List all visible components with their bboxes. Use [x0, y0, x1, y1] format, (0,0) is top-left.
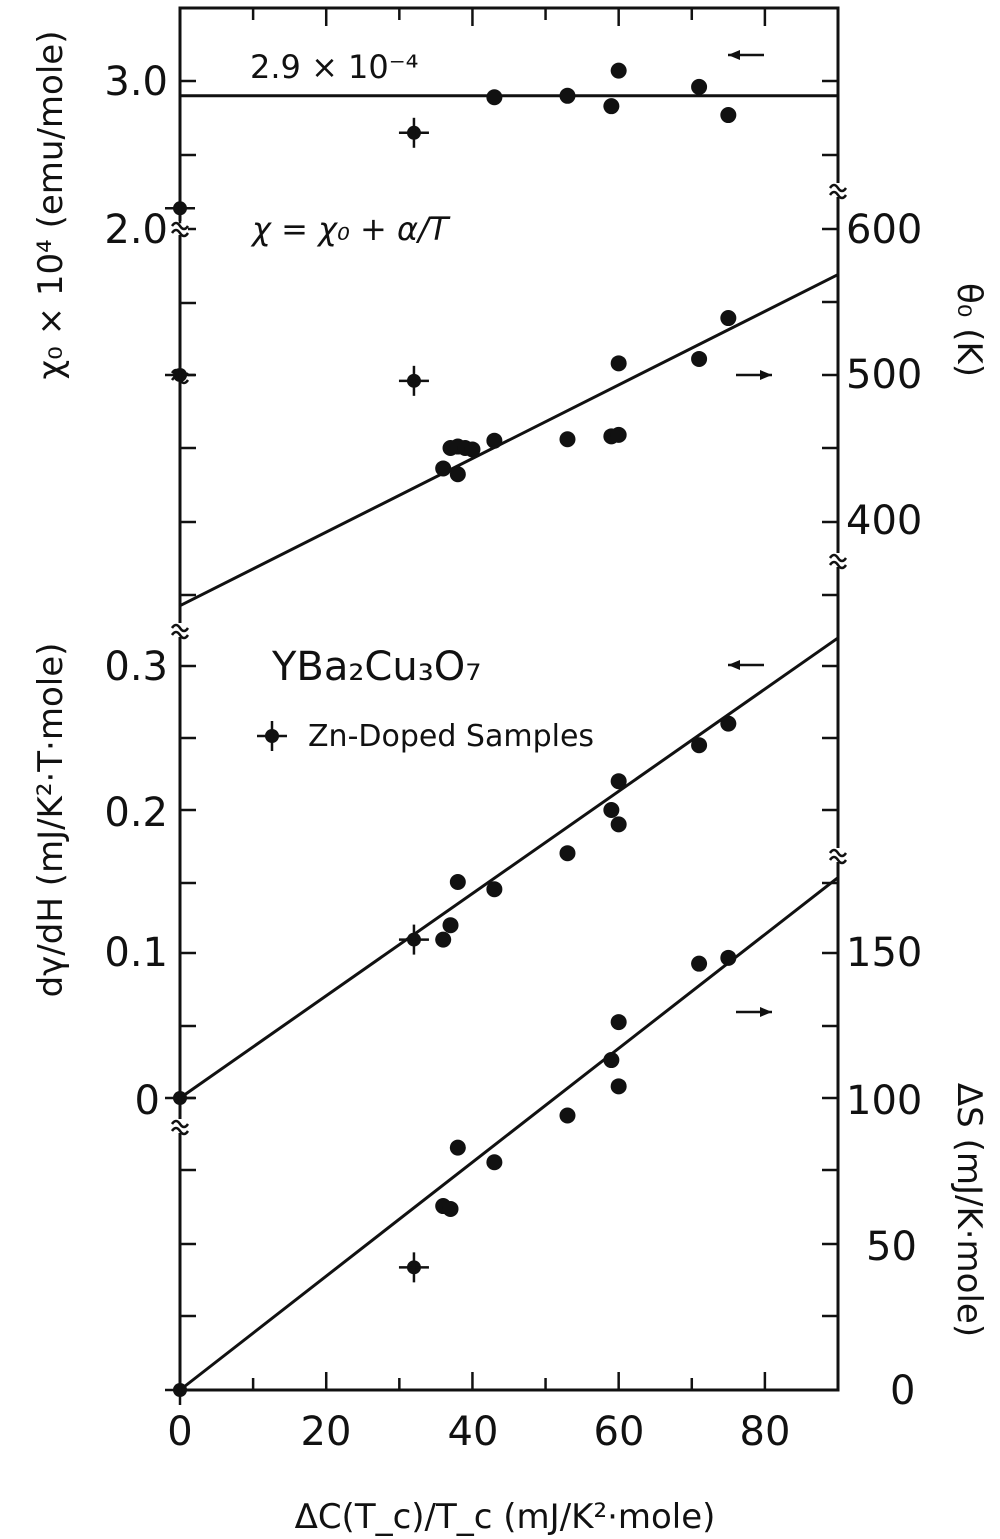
point-deltaS [691, 955, 708, 972]
theta-tick-label: 500 [846, 352, 922, 398]
point-chi0 [610, 62, 627, 79]
x-tick-labels: 0 20 40 60 80 [167, 1409, 790, 1455]
legend-zn-marker [257, 721, 287, 751]
tick-marks [178, 8, 840, 1390]
point-deltaS [486, 1154, 503, 1171]
point-dgamma [691, 737, 708, 754]
point-deltaS [720, 949, 737, 966]
point-theta [559, 431, 576, 448]
zn-point-dgamma [398, 924, 429, 955]
point-dgamma [720, 715, 737, 732]
point-theta [464, 441, 481, 458]
point-theta [691, 350, 708, 367]
zn-point-deltaS [398, 1252, 429, 1283]
arrows [728, 50, 772, 1017]
data-points [165, 62, 737, 1405]
zn-point-chi0 [165, 193, 195, 224]
point-chi0 [720, 107, 737, 124]
point-deltaS [610, 1014, 627, 1031]
axis-break [828, 183, 848, 200]
zn-point-deltaS [165, 1375, 195, 1405]
compound-label: YBa₂Cu₃O₇ [271, 644, 481, 690]
x-tick-label: 0 [167, 1409, 192, 1455]
deltaS-tick-label: 0 [890, 1368, 915, 1414]
x-axis-title: ΔC(T_c)/T_c (mJ/K²·mole) [295, 1497, 716, 1537]
zn-point-dgamma [165, 1083, 195, 1113]
point-dgamma [610, 773, 627, 790]
axis-break [170, 221, 190, 238]
arrow-theta [736, 370, 772, 380]
x-tick-label: 60 [594, 1409, 645, 1455]
dgamma-tick-label: 0.2 [104, 790, 168, 836]
fit-line-theta [179, 273, 839, 608]
point-chi0 [559, 87, 576, 104]
point-theta [449, 466, 466, 483]
dgamma-axis-title: dγ/dH (mJ/K²·T·mole) [31, 643, 71, 998]
equation-label: χ = χ₀ + α/T [250, 210, 451, 248]
point-dgamma [603, 802, 620, 818]
x-tick-label: 80 [740, 1409, 791, 1455]
deltaS-tick-label: 150 [846, 930, 922, 976]
deltaS-tick-label: 100 [846, 1078, 922, 1124]
x-tick-label: 40 [448, 1409, 499, 1455]
theta-tick-label: 400 [846, 498, 922, 544]
left-tick-labels: 3.0 2.0 0.3 0.2 0.1 0 [104, 59, 168, 1124]
point-dgamma [559, 845, 576, 862]
arrow-dgamma [728, 660, 764, 670]
point-deltaS [449, 1139, 466, 1156]
point-deltaS [603, 1052, 620, 1069]
point-theta [435, 460, 452, 477]
zn-point-theta [398, 365, 429, 396]
point-dgamma [449, 874, 466, 890]
theta-axis-title: θ₀ (K) [949, 283, 989, 377]
deltaS-tick-label: 50 [866, 1224, 917, 1270]
point-theta [720, 310, 737, 327]
point-deltaS [442, 1200, 459, 1217]
point-chi0 [486, 89, 503, 106]
arrow-chi0 [728, 50, 764, 60]
dgamma-tick-label: 0.3 [104, 644, 168, 690]
axis-break [170, 1119, 190, 1136]
point-deltaS [559, 1107, 576, 1124]
theta-tick-label: 600 [846, 207, 922, 253]
legend-label: Zn-Doped Samples [308, 719, 594, 754]
axis-break [828, 553, 848, 570]
zn-point-theta [165, 360, 195, 390]
chi-tick-label: 3.0 [104, 59, 168, 105]
chi-axis-title: χ₀ × 10⁴ (emu/mole) [31, 31, 71, 380]
plot-frame [178, 6, 840, 1392]
right-tick-labels: 600 500 400 150 100 50 0 [846, 207, 922, 1414]
point-dgamma [610, 816, 627, 833]
point-dgamma [442, 917, 459, 934]
point-chi0 [691, 78, 708, 95]
point-theta [486, 432, 503, 449]
chi-tick-label: 2.0 [104, 207, 168, 253]
axis-break [170, 623, 190, 640]
zn-point-chi0 [398, 117, 429, 148]
x-tick-label: 20 [301, 1409, 352, 1455]
legend-marker [257, 721, 287, 751]
chi0-line-annotation: 2.9 × 10⁻⁴ [250, 48, 418, 86]
dgamma-tick-label: 0 [135, 1078, 160, 1124]
deltaS-axis-title: ΔS (mJ/K·mole) [949, 1083, 989, 1337]
axis-break [828, 848, 848, 865]
fit-line-dgamma [179, 636, 839, 1100]
point-dgamma [486, 881, 503, 898]
point-chi0 [603, 98, 620, 115]
point-dgamma [435, 931, 452, 948]
arrow-deltaS [736, 1007, 772, 1017]
point-theta [610, 355, 627, 372]
point-theta [610, 426, 627, 443]
fit-line-deltaS [179, 876, 839, 1392]
point-deltaS [610, 1078, 627, 1095]
dgamma-tick-label: 0.1 [104, 930, 168, 976]
